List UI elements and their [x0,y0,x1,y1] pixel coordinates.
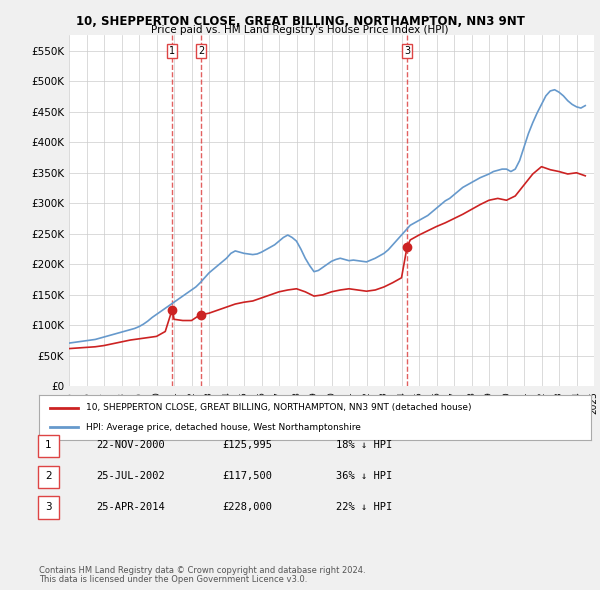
Text: 18% ↓ HPI: 18% ↓ HPI [336,441,392,450]
Text: 25-JUL-2002: 25-JUL-2002 [96,471,165,481]
Text: 1: 1 [169,46,175,56]
Text: 10, SHEPPERTON CLOSE, GREAT BILLING, NORTHAMPTON, NN3 9NT (detached house): 10, SHEPPERTON CLOSE, GREAT BILLING, NOR… [86,403,472,412]
Text: £125,995: £125,995 [222,441,272,450]
Text: 3: 3 [45,502,52,512]
Text: HPI: Average price, detached house, West Northamptonshire: HPI: Average price, detached house, West… [86,422,361,432]
Text: 1: 1 [45,441,52,450]
Text: Contains HM Land Registry data © Crown copyright and database right 2024.: Contains HM Land Registry data © Crown c… [39,566,365,575]
Text: 3: 3 [404,46,410,56]
Text: 25-APR-2014: 25-APR-2014 [96,502,165,512]
Text: 22% ↓ HPI: 22% ↓ HPI [336,502,392,512]
Text: 36% ↓ HPI: 36% ↓ HPI [336,471,392,481]
Text: 10, SHEPPERTON CLOSE, GREAT BILLING, NORTHAMPTON, NN3 9NT: 10, SHEPPERTON CLOSE, GREAT BILLING, NOR… [76,15,524,28]
Text: £228,000: £228,000 [222,502,272,512]
Text: 22-NOV-2000: 22-NOV-2000 [96,441,165,450]
Text: 2: 2 [198,46,205,56]
Text: This data is licensed under the Open Government Licence v3.0.: This data is licensed under the Open Gov… [39,575,307,584]
Text: Price paid vs. HM Land Registry's House Price Index (HPI): Price paid vs. HM Land Registry's House … [151,25,449,35]
Text: £117,500: £117,500 [222,471,272,481]
Text: 2: 2 [45,471,52,481]
